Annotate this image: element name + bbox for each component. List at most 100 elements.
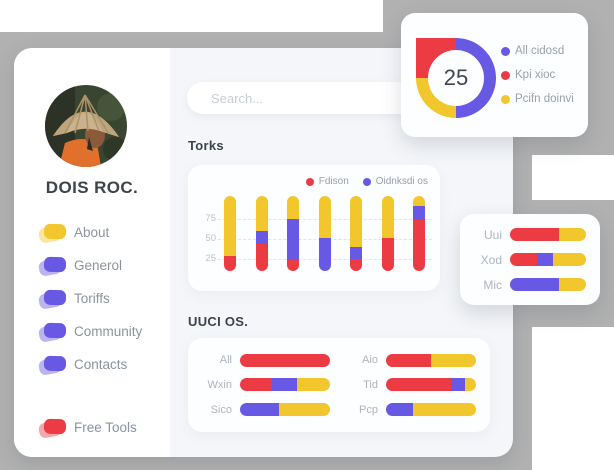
uuci-left-column: All Wxin Sico bbox=[200, 348, 330, 422]
legend-label: Kpi xioc bbox=[515, 69, 556, 81]
stacked-hbar bbox=[240, 378, 330, 392]
y-axis-tick: 50 bbox=[205, 232, 216, 244]
bar-segment-yellow bbox=[413, 196, 425, 206]
stacked-hbar bbox=[510, 228, 586, 241]
bar-segment-yellow bbox=[431, 353, 476, 367]
bar-segment-red bbox=[510, 253, 537, 266]
stacked-hbar bbox=[510, 278, 586, 291]
bar-segment-purple bbox=[450, 378, 466, 392]
y-axis-tick: 25 bbox=[205, 252, 216, 264]
stacked-hbar bbox=[386, 378, 476, 392]
donut-chart: 25 bbox=[416, 38, 496, 118]
bar-segment-red bbox=[381, 238, 394, 271]
sidebar-item-label: About bbox=[74, 224, 110, 240]
legend-item: All cidosd bbox=[501, 45, 574, 57]
donut-value: 25 bbox=[428, 50, 484, 106]
uuci-right-column: Aio Tid Pcp bbox=[346, 348, 476, 422]
kpi-donut-card: 25 All cidosd Kpi xioc Pcifn doinvi bbox=[401, 13, 588, 137]
bar-segment-yellow bbox=[287, 196, 299, 219]
bar-segment-yellow bbox=[318, 196, 331, 238]
legend-label: Oidnksdi os bbox=[375, 176, 428, 187]
bar-row-label: Xod bbox=[480, 252, 502, 267]
sidebar-item-community[interactable]: Community bbox=[14, 321, 170, 343]
legend-dot-icon bbox=[362, 177, 371, 186]
stacked-hbar bbox=[510, 253, 586, 266]
side-mini-bars-card: Uui Xod Mic bbox=[460, 214, 600, 305]
sidebar-item-contacts[interactable]: Contacts bbox=[14, 354, 170, 376]
bar-segment-red bbox=[386, 378, 451, 392]
sidebar-item-free-tools[interactable]: Free Tools bbox=[14, 417, 170, 439]
kpi-legend: All cidosd Kpi xioc Pcifn doinvi bbox=[501, 45, 574, 105]
bar-row-sico: Sico bbox=[200, 403, 330, 417]
sidebar-item-label: Free Tools bbox=[74, 419, 137, 435]
bar-segment-yellow bbox=[224, 196, 236, 256]
bar-segment-purple bbox=[536, 253, 554, 266]
torks-chart-bars bbox=[224, 196, 425, 271]
sidebar-item-label: Contacts bbox=[74, 356, 128, 372]
avatar bbox=[45, 85, 127, 167]
toriffs-blob-icon bbox=[37, 289, 67, 310]
legend-label: All cidosd bbox=[515, 45, 565, 57]
avatar-photo-illustration bbox=[45, 85, 127, 167]
bar-row-label: All bbox=[219, 354, 232, 367]
bar-row-label: Pcp bbox=[359, 403, 378, 416]
sidebar-item-about[interactable]: About bbox=[14, 222, 170, 244]
bar-segment-red bbox=[350, 259, 362, 271]
bar-segment-purple bbox=[350, 247, 362, 259]
sidebar-item-label: Toriffs bbox=[74, 290, 110, 306]
legend-dot-icon bbox=[501, 46, 510, 56]
profile-name: DOIS ROC. bbox=[45, 178, 139, 197]
y-axis-tick: 75 bbox=[205, 212, 216, 224]
bar-segment-red bbox=[413, 220, 425, 271]
free-tools-blob-icon bbox=[37, 418, 67, 439]
sidebar-item-generol[interactable]: Generol bbox=[14, 255, 170, 277]
bar-row-uui: Uui bbox=[474, 228, 586, 242]
bar-segment-purple bbox=[510, 278, 560, 291]
bar-segment-yellow bbox=[559, 228, 586, 241]
stacked-bar bbox=[224, 196, 236, 271]
search-bar bbox=[187, 82, 437, 114]
stacked-hbar bbox=[386, 353, 476, 367]
uuci-section-title: UUCI OS. bbox=[188, 314, 249, 329]
legend-label: Pcifn doinvi bbox=[515, 93, 574, 105]
bar-row-label: Mic bbox=[483, 277, 502, 292]
bar-segment-red bbox=[255, 244, 268, 271]
bar-segment-purple bbox=[255, 231, 268, 244]
bar-segment-yellow bbox=[278, 403, 330, 417]
bar-segment-yellow bbox=[255, 196, 268, 231]
bar-segment-purple bbox=[318, 238, 331, 271]
bar-segment-yellow bbox=[413, 403, 476, 417]
legend-item: Kpi xioc bbox=[501, 69, 574, 81]
contacts-blob-icon bbox=[37, 355, 67, 376]
about-blob-icon bbox=[37, 223, 67, 244]
stacked-bar bbox=[381, 196, 394, 271]
bar-segment-red bbox=[287, 260, 299, 271]
stacked-hbar bbox=[240, 403, 330, 417]
bar-row-label: Uui bbox=[483, 227, 502, 242]
bar-segment-yellow bbox=[381, 196, 394, 238]
bar-row-pcp: Pcp bbox=[346, 403, 476, 417]
stacked-bar bbox=[287, 196, 299, 271]
bar-segment-yellow bbox=[559, 278, 586, 291]
bar-segment-yellow bbox=[296, 378, 330, 392]
generol-blob-icon bbox=[37, 256, 67, 277]
legend-item: Fdison bbox=[305, 176, 349, 187]
bar-segment-yellow bbox=[350, 196, 362, 247]
search-input[interactable] bbox=[187, 82, 437, 114]
sidebar-footer: Free Tools bbox=[14, 417, 170, 439]
stacked-bar bbox=[318, 196, 331, 271]
bar-row-label: Tid bbox=[363, 378, 378, 391]
bar-segment-red bbox=[510, 228, 560, 241]
legend-item: Pcifn doinvi bbox=[501, 93, 574, 105]
bar-segment-yellow bbox=[465, 378, 476, 392]
uuci-bars-card: All Wxin Sico Aio Tid Pcp bbox=[188, 338, 490, 432]
sidebar-item-toriffs[interactable]: Toriffs bbox=[14, 288, 170, 310]
legend-dot-icon bbox=[501, 70, 510, 80]
stacked-hbar bbox=[240, 353, 330, 367]
bar-segment-purple bbox=[413, 206, 425, 220]
bar-segment-purple bbox=[386, 403, 413, 417]
bar-segment-purple bbox=[287, 219, 299, 260]
stacked-hbar bbox=[386, 403, 476, 417]
sidebar-menu: About Generol Toriffs Community Contacts bbox=[14, 222, 170, 376]
sidebar-item-label: Community bbox=[74, 323, 143, 339]
